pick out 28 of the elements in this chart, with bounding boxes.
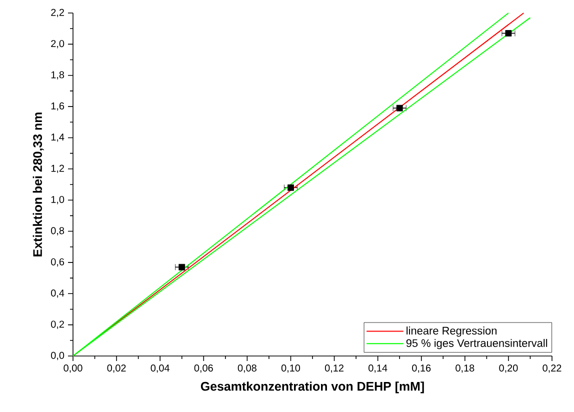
x-tick-label: 0,20 [499,364,518,373]
x-tick-label: 0,02 [107,364,126,373]
y-tick-label: 0,2 [51,320,64,329]
y-tick-label: 2,0 [51,40,64,48]
y-tick-label: 0,0 [51,352,64,360]
legend-label: lineare Regression [406,326,496,337]
x-tick-label: 0,10 [281,364,300,373]
legend-label: 95 % iges Vertrauensintervall [406,338,548,350]
y-tick-label: 0,6 [51,258,64,267]
x-tick-label: 0,06 [194,364,213,373]
y-axis-title: Extinktion bei 280,33 nm [32,112,44,256]
y-tick-label: 1,6 [51,102,64,111]
y-tick-label: 1,8 [51,71,64,80]
y-tick-label: 2,2 [51,8,64,18]
x-tick-label: 0,22 [542,364,562,373]
x-tick-label: 0,08 [238,364,256,373]
x-tick-label: 0,18 [456,364,474,373]
x-tick-label: 0,16 [412,364,431,373]
x-tick-label: 0,00 [64,364,82,373]
x-tick-label: 0,14 [368,364,388,373]
x-tick-label: 0,04 [150,364,170,373]
y-tick-label: 0,8 [51,227,64,236]
y-tick-label: 1,2 [51,164,64,174]
y-tick-label: 1,4 [51,134,64,142]
y-tick-label: 0,4 [51,290,64,298]
x-axis-title: Gesamtkonzentration von DEHP [mM] [200,382,424,394]
y-tick-label: 1,0 [51,196,64,204]
x-tick-label: 0,12 [324,364,344,373]
